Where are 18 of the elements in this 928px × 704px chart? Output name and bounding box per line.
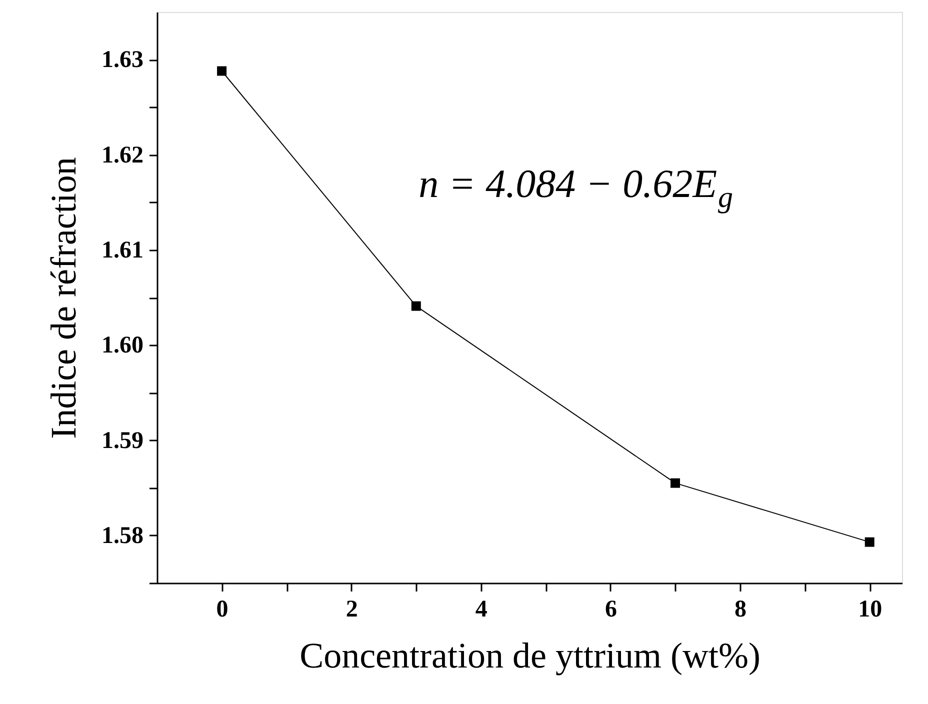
y-tick-label: 1.58 xyxy=(102,522,144,549)
point xyxy=(217,66,227,76)
y-tick-label: 1.60 xyxy=(102,332,144,359)
x-tick-label: 8 xyxy=(734,596,747,622)
x-tick-label: 0 xyxy=(216,596,228,622)
point xyxy=(411,301,421,311)
x-tick-label: 2 xyxy=(346,596,358,622)
y-axis-title: Indice de réfraction xyxy=(44,157,84,439)
x-tick-label: 6 xyxy=(604,596,617,622)
y-tick-label: 1.59 xyxy=(102,428,144,454)
x-tick-label: 4 xyxy=(475,596,488,622)
point xyxy=(864,537,874,547)
point xyxy=(670,478,680,488)
y-tick-label: 1.61 xyxy=(102,237,144,264)
x-axis-title: Concentration de yttrium (wt%) xyxy=(300,636,760,676)
y-tick-label: 1.62 xyxy=(102,142,144,168)
x-tick-label: 10 xyxy=(858,596,882,622)
y-tick-label: 1.63 xyxy=(102,47,144,74)
